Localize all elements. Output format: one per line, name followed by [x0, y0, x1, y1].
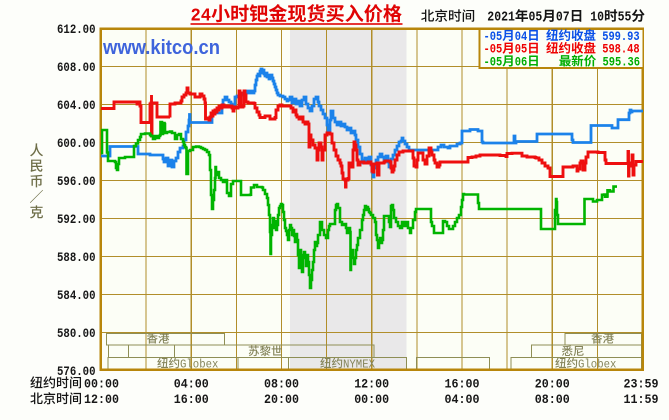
svg-text:04: 04: [515, 30, 528, 44]
svg-text:599.93: 599.93: [602, 30, 640, 44]
svg-text:588.00: 588.00: [57, 251, 96, 265]
svg-text:16:00: 16:00: [445, 376, 480, 391]
svg-text:-05: -05: [484, 55, 503, 69]
svg-text:16:00: 16:00: [174, 392, 209, 407]
svg-text:580.00: 580.00: [57, 327, 96, 341]
svg-text:24: 24: [191, 7, 212, 27]
svg-text:-05: -05: [484, 30, 503, 44]
svg-text:04:00: 04:00: [445, 392, 480, 407]
svg-text:Globex: Globex: [180, 358, 218, 371]
svg-text:10: 10: [590, 11, 604, 26]
svg-text:00:00: 00:00: [354, 392, 389, 407]
svg-text:576.00: 576.00: [57, 365, 96, 379]
svg-text:592.00: 592.00: [57, 213, 96, 227]
svg-text:04:00: 04:00: [174, 376, 209, 391]
svg-text:08:00: 08:00: [535, 392, 570, 407]
svg-text:23:59: 23:59: [624, 376, 659, 391]
svg-text:584.00: 584.00: [57, 289, 96, 303]
svg-text:05: 05: [515, 43, 528, 57]
svg-text:-05: -05: [484, 43, 503, 57]
svg-text:20:00: 20:00: [264, 392, 299, 407]
svg-text:55: 55: [618, 11, 632, 26]
svg-text:595.36: 595.36: [603, 55, 641, 69]
svg-text:12:00: 12:00: [84, 392, 119, 407]
svg-text:NYMEX: NYMEX: [343, 358, 375, 371]
svg-text:12:00: 12:00: [354, 376, 389, 391]
svg-text:www.kitco.cn: www.kitco.cn: [102, 37, 220, 59]
svg-text:20:00: 20:00: [535, 376, 570, 391]
svg-text:00:00: 00:00: [84, 376, 119, 391]
svg-text:05: 05: [529, 11, 543, 26]
svg-text:600.00: 600.00: [57, 137, 96, 151]
svg-text:598.48: 598.48: [602, 43, 640, 57]
svg-text:08:00: 08:00: [264, 376, 299, 391]
svg-text:608.00: 608.00: [57, 61, 96, 75]
svg-text:2021: 2021: [487, 11, 515, 26]
svg-text:Globex: Globex: [578, 358, 616, 371]
svg-text:612.00: 612.00: [57, 23, 96, 37]
svg-text:07: 07: [556, 11, 570, 26]
svg-text:604.00: 604.00: [57, 99, 96, 113]
svg-text:11:59: 11:59: [624, 392, 659, 407]
svg-text:596.00: 596.00: [57, 175, 96, 189]
svg-text:06: 06: [515, 55, 528, 69]
